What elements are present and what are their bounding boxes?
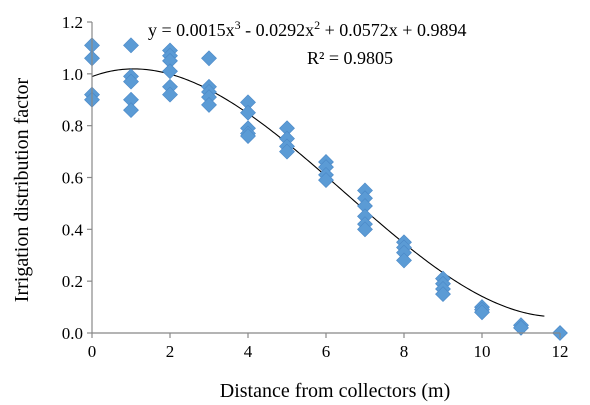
y-tick-label: 0.4: [62, 220, 84, 239]
data-point: [123, 102, 139, 119]
y-tick-labels: 0.0 0.2 0.4 0.6 0.8 1.0 1.2: [62, 13, 84, 343]
equation-mid: - 0.0292x: [241, 20, 315, 40]
y-tick-label: 0.2: [62, 272, 83, 291]
data-point: [435, 286, 451, 303]
trendline-layer: [91, 68, 545, 317]
data-point: [240, 128, 256, 144]
data-point: [279, 143, 295, 160]
equation-lead: y = 0.0015x: [148, 20, 235, 40]
x-tick-label: 10: [474, 342, 491, 361]
x-tick-label: 4: [244, 342, 253, 361]
x-tick-label: 6: [322, 342, 331, 361]
data-point: [357, 221, 373, 238]
equation-exponent-3: 3: [235, 18, 241, 32]
equation-exponent-2: 2: [314, 18, 320, 32]
equation-tail: + 0.0572x + 0.9894: [320, 20, 466, 40]
data-point: [123, 73, 139, 90]
data-point: [162, 63, 178, 80]
tick-marks: [87, 21, 561, 338]
trendline-curve: [91, 68, 545, 317]
x-axis-title: Distance from collectors (m): [220, 380, 450, 402]
y-tick-label: 0.6: [62, 169, 83, 188]
data-points: [84, 37, 568, 341]
y-tick-label: 0.0: [62, 324, 83, 343]
data-point: [201, 97, 217, 113]
x-tick-labels: 0 2 4 6 8 10 12: [88, 342, 569, 361]
x-tick-label: 2: [166, 342, 175, 361]
y-tick-label: 1.0: [62, 65, 83, 84]
y-tick-label: 1.2: [62, 13, 83, 32]
data-point: [162, 86, 178, 103]
data-point: [513, 319, 529, 336]
data-point: [396, 252, 412, 269]
x-tick-label: 0: [88, 342, 97, 361]
r-squared-label: R² = 0.9805: [307, 48, 393, 68]
x-tick-label: 8: [400, 342, 409, 361]
data-point: [201, 50, 217, 67]
x-tick-label: 12: [552, 342, 569, 361]
y-tick-label: 0.8: [62, 117, 83, 136]
y-axis-title: Irrigation distribution factor: [11, 77, 33, 302]
data-point: [474, 304, 490, 321]
trendline-equation: y = 0.0015x3 - 0.0292x2 + 0.0572x + 0.98…: [148, 18, 466, 40]
data-point: [123, 37, 139, 54]
data-point: [240, 104, 256, 121]
data-point: [318, 172, 334, 189]
